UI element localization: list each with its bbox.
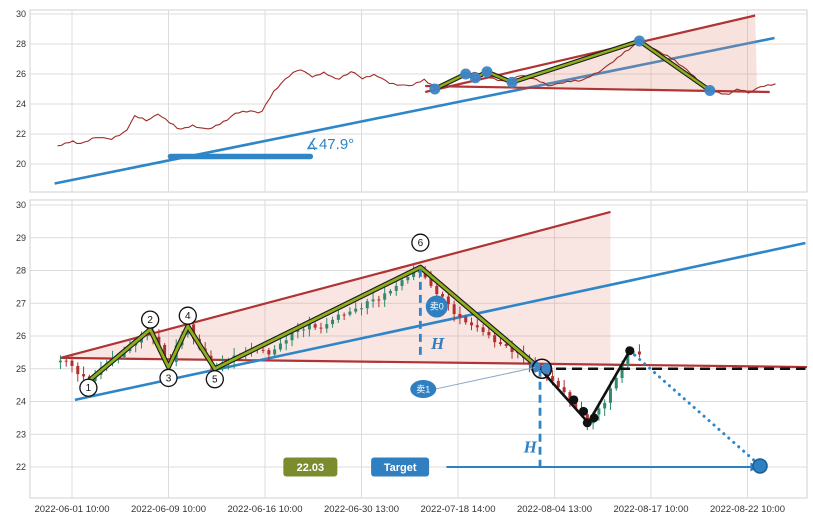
- top-wedge-fill: [512, 16, 758, 92]
- pivot-label-2: 2: [141, 310, 160, 329]
- bottom-panel-ytick: 26: [16, 331, 26, 341]
- pivot-label-5: 5: [205, 370, 224, 389]
- bottom-zigzag: [87, 265, 541, 383]
- target-annotation: 22.03 Target: [283, 457, 768, 477]
- bottom-panel-ytick: 25: [16, 364, 26, 374]
- pivot-dot[interactable]: [704, 85, 716, 96]
- pivot-label-1: 1: [79, 378, 98, 397]
- candlesticks: [58, 265, 641, 431]
- bottom-panel: 1 2 3 4 5 6 卖0 卖1 H H 22.03 Target: [58, 210, 810, 477]
- top-panel-ytick: 22: [16, 129, 26, 139]
- pivot-number: 2: [147, 315, 153, 326]
- pivot-dot[interactable]: [541, 363, 553, 375]
- angle-label: ∡47.9°: [306, 136, 355, 153]
- x-axis-label: 2022-07-18 14:00: [420, 504, 495, 515]
- top-panel-ytick: 20: [16, 159, 26, 169]
- breakdown-circle: [531, 358, 553, 380]
- target-button-label: Target: [384, 462, 417, 474]
- sell-marker-0[interactable]: 卖0: [425, 295, 448, 318]
- bottom-blue-trendline[interactable]: [74, 241, 806, 402]
- sell-marker-label: 卖0: [430, 302, 444, 312]
- x-axis-label: 2022-06-30 13:00: [324, 504, 399, 515]
- bottom-panel-ytick: 30: [16, 200, 26, 210]
- swing-dot: [569, 395, 579, 405]
- pivot-number: 6: [418, 238, 424, 249]
- x-axis-label: 2022-06-01 10:00: [34, 504, 109, 515]
- x-axis: 2022-06-01 10:00 2022-06-09 10:00 2022-06-…: [34, 504, 785, 515]
- top-panel-ytick: 26: [16, 69, 26, 79]
- target-button[interactable]: Target: [371, 457, 430, 477]
- pivot-label-6: 6: [411, 233, 430, 252]
- bottom-panel-ytick: 27: [16, 298, 26, 308]
- target-price-tag[interactable]: 22.03: [283, 457, 338, 477]
- bottom-panel-ytick: 24: [16, 397, 26, 407]
- bottom-wedge-lower-line[interactable]: [60, 356, 810, 369]
- projection-line: [628, 349, 759, 465]
- swing-dot: [578, 406, 588, 416]
- x-axis-label: 2022-08-04 13:00: [517, 504, 592, 515]
- top-panel-ytick: 28: [16, 39, 26, 49]
- sell-marker-label: 卖1: [416, 384, 430, 394]
- bottom-panel-ytick: 22: [16, 462, 26, 472]
- bottom-wedge-fill: [60, 211, 611, 365]
- pivot-label-4: 4: [178, 306, 197, 325]
- height-label: H: [523, 437, 538, 456]
- pivot-number: 5: [212, 375, 218, 386]
- x-axis-label: 2022-06-16 10:00: [227, 504, 302, 515]
- pivot-label-3: 3: [159, 368, 178, 388]
- pivot-dot[interactable]: [460, 68, 472, 80]
- swing-dot: [589, 413, 599, 423]
- top-panel-ytick: 30: [16, 9, 26, 19]
- pivot-dot[interactable]: [469, 72, 481, 84]
- price-line: [57, 41, 776, 147]
- x-axis-label: 2022-08-17 10:00: [613, 504, 688, 515]
- bottom-panel-ytick: 23: [16, 429, 26, 439]
- x-axis-label: 2022-08-22 10:00: [710, 504, 785, 515]
- swing-dot: [625, 346, 635, 356]
- pivot-number: 3: [166, 373, 172, 384]
- pivot-number: 4: [185, 311, 191, 322]
- pivot-dot[interactable]: [633, 35, 645, 47]
- target-price-value: 22.03: [297, 462, 325, 474]
- target-dot[interactable]: [752, 458, 768, 474]
- swing-dot: [582, 418, 592, 428]
- sell-marker-1[interactable]: 卖1: [410, 366, 536, 399]
- top-panel: ∡47.9°: [54, 14, 776, 185]
- pivot-dot[interactable]: [429, 83, 441, 95]
- top-panel-ytick: 24: [16, 99, 26, 109]
- pivot-dot[interactable]: [506, 76, 518, 88]
- pivot-number: 1: [86, 383, 92, 394]
- bottom-panel-ytick: 29: [16, 233, 26, 243]
- pivot-dot[interactable]: [481, 66, 493, 78]
- bottom-panel-ytick: 28: [16, 266, 26, 276]
- height-label: H: [430, 334, 445, 353]
- x-axis-label: 2022-06-09 10:00: [131, 504, 206, 515]
